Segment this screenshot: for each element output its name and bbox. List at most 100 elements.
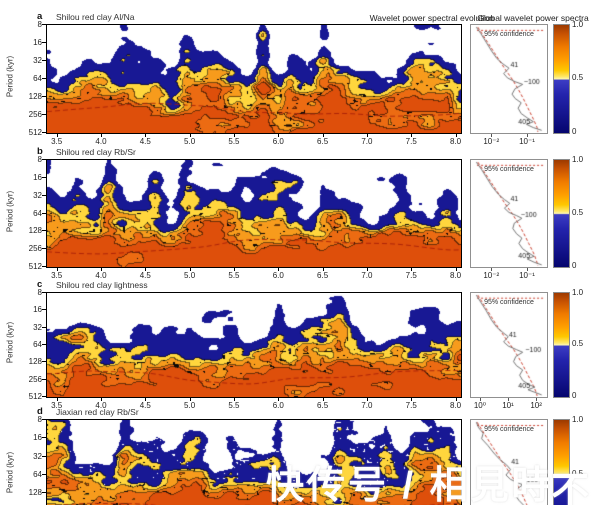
wavelet-spectrogram-canvas xyxy=(46,24,462,134)
gws-x-tick-label: 10⁻¹ xyxy=(519,271,535,280)
y-tick-mark xyxy=(42,230,46,232)
x-tick-mark xyxy=(56,398,58,401)
x-tick-mark xyxy=(189,398,191,401)
panel-title: Shilou red clay Rb/Sr xyxy=(56,147,136,157)
y-axis-label: Period (kyr) xyxy=(5,55,15,98)
x-tick-mark xyxy=(145,398,147,401)
y-tick-label: 64 xyxy=(33,74,42,83)
x-tick-mark xyxy=(189,268,191,271)
x-tick-mark xyxy=(56,268,58,271)
confidence-label: 95% confidence xyxy=(484,166,534,173)
y-tick-mark xyxy=(42,266,46,267)
x-tick-mark xyxy=(278,398,280,401)
x-tick-mark xyxy=(411,134,413,137)
y-tick-label: 8 xyxy=(37,415,42,424)
y-tick-mark xyxy=(42,212,46,214)
y-tick-mark xyxy=(42,114,46,115)
y-tick-mark xyxy=(42,437,46,439)
y-tick-label: 256 xyxy=(28,244,42,254)
gws-x-tick-mark xyxy=(479,398,481,401)
x-tick-label: 8.0 xyxy=(450,401,462,410)
x-tick-mark xyxy=(233,398,235,401)
y-tick-label: 16 xyxy=(33,38,42,47)
y-tick-mark xyxy=(42,24,46,25)
gws-x-tick-label: 10⁻² xyxy=(483,137,500,146)
y-tick-label: 128 xyxy=(28,488,42,498)
gws-x-tick-label: 10¹ xyxy=(502,401,514,410)
global-wavelet-spectrum-canvas xyxy=(470,292,548,398)
y-tick-mark xyxy=(42,378,46,380)
colorbar xyxy=(553,419,570,505)
watermark-fragment: 不 xyxy=(551,471,590,505)
x-tick-label: 5.0 xyxy=(184,271,196,280)
x-tick-mark xyxy=(56,134,58,137)
x-tick-label: 5.5 xyxy=(228,137,240,146)
x-tick-mark xyxy=(366,134,368,137)
x-tick-mark xyxy=(366,398,368,401)
y-tick-label: 32 xyxy=(33,56,42,65)
y-tick-label: 16 xyxy=(33,305,42,315)
colorbar-label-high: 1.0 xyxy=(572,20,584,29)
x-tick-mark xyxy=(455,134,457,137)
x-tick-mark xyxy=(278,134,280,137)
panel-title: Shilou red clay lightness xyxy=(56,280,148,290)
global-wavelet-spectrum-canvas xyxy=(470,419,548,505)
x-tick-label: 5.5 xyxy=(228,271,240,280)
global-wavelet-spectrum-canvas xyxy=(470,159,548,268)
y-tick-mark xyxy=(42,292,46,293)
panel-letter: a xyxy=(37,11,43,22)
y-tick-mark xyxy=(42,42,46,43)
confidence-label: 95% confidence xyxy=(484,299,534,306)
x-tick-label: 4.5 xyxy=(139,401,151,410)
y-tick-label: 8 xyxy=(37,155,42,164)
gws-x-tick-label: 10² xyxy=(530,401,542,410)
x-tick-label: 7.0 xyxy=(361,271,373,280)
gws-x-tick-mark xyxy=(508,398,509,401)
y-tick-label: 32 xyxy=(33,451,42,461)
y-axis-label: Period (kyr) xyxy=(5,190,15,232)
y-tick-mark xyxy=(42,96,46,97)
colorbar-label-mid: 0.5 xyxy=(572,339,584,348)
gws-x-tick-label: 10⁰ xyxy=(473,401,486,410)
confidence-label: 95% confidence xyxy=(484,31,534,38)
x-tick-label: 7.5 xyxy=(405,401,417,410)
colorbar-label-low: 0 xyxy=(572,391,577,400)
y-tick-label: 128 xyxy=(28,226,42,236)
x-tick-mark xyxy=(455,398,457,401)
y-tick-mark xyxy=(42,248,46,250)
y-tick-label: 256 xyxy=(28,110,42,119)
y-tick-mark xyxy=(42,176,46,178)
colorbar-label-high: 1.0 xyxy=(572,288,584,297)
x-tick-label: 8.0 xyxy=(450,271,462,280)
panel-title: Shilou red clay Al/Na xyxy=(56,12,135,22)
y-tick-label: 512 xyxy=(28,262,42,271)
x-tick-label: 6.0 xyxy=(272,137,284,146)
y-tick-mark xyxy=(42,78,46,79)
header-wavelet-evolution: Wavelet power spectral evolution xyxy=(369,13,494,23)
wavelet-spectrogram-canvas xyxy=(46,419,462,505)
colorbar xyxy=(553,292,570,398)
x-tick-label: 5.0 xyxy=(184,401,196,410)
x-tick-label: 7.5 xyxy=(405,271,417,280)
y-tick-mark xyxy=(42,396,46,397)
gws-x-tick-mark xyxy=(527,268,528,271)
x-tick-mark xyxy=(322,398,324,401)
colorbar xyxy=(553,159,570,268)
panel-title: Jiaxian red clay Rb/Sr xyxy=(56,407,139,417)
colorbar-label-mid: 0.5 xyxy=(572,73,584,82)
x-tick-label: 5.0 xyxy=(184,137,196,146)
colorbar-label-low: 0 xyxy=(572,261,577,270)
x-tick-label: 6.0 xyxy=(272,401,284,410)
y-tick-mark xyxy=(42,361,46,363)
x-tick-mark xyxy=(322,134,324,137)
x-tick-label: 4.0 xyxy=(95,401,107,410)
header-global-spectra: Global wavelet power spectra xyxy=(477,13,589,23)
wavelet-spectrogram-canvas xyxy=(46,159,462,268)
x-tick-mark xyxy=(455,268,457,271)
y-tick-mark xyxy=(42,455,46,457)
colorbar-label-high: 1.0 xyxy=(572,415,584,424)
x-tick-mark xyxy=(233,134,235,137)
x-tick-label: 3.5 xyxy=(51,137,63,146)
y-tick-label: 16 xyxy=(33,172,42,182)
